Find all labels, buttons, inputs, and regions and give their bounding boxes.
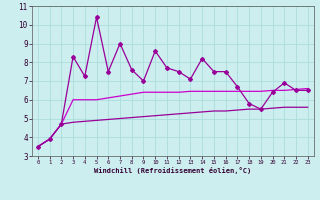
X-axis label: Windchill (Refroidissement éolien,°C): Windchill (Refroidissement éolien,°C) — [94, 167, 252, 174]
